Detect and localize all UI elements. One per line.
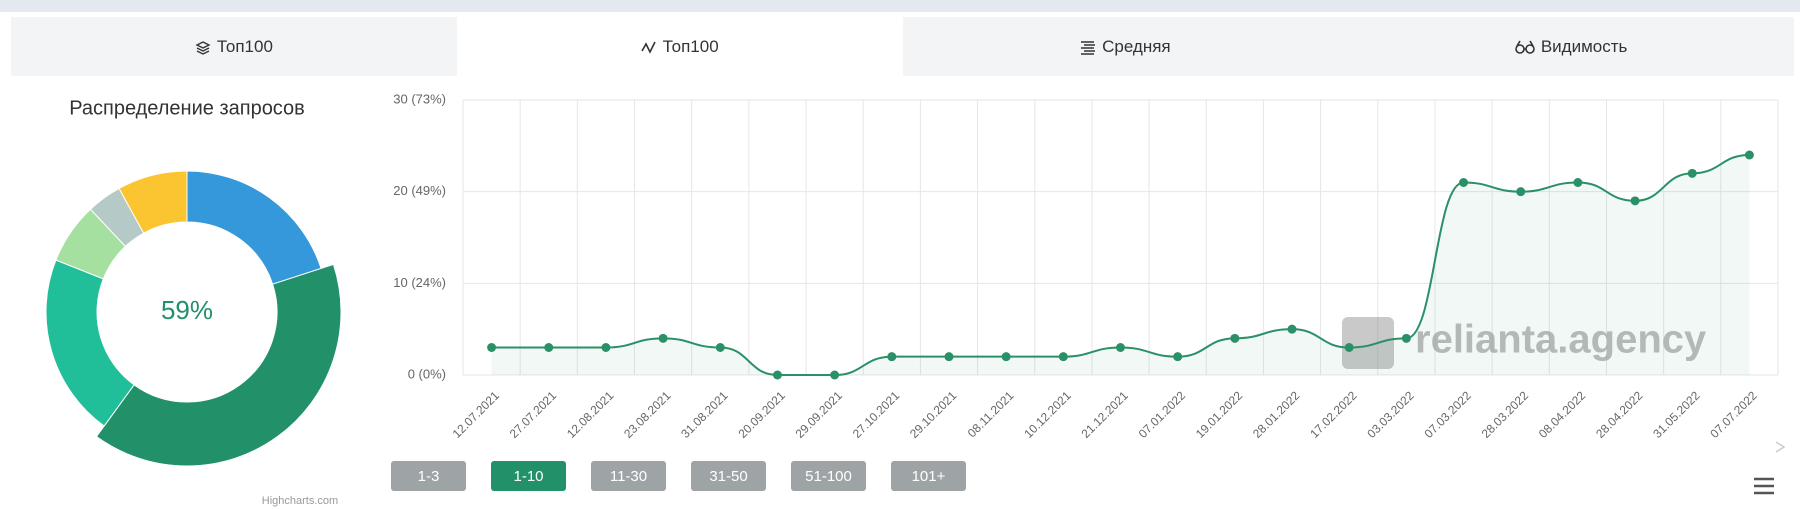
- x-tick-label: 17.02.2022: [1307, 388, 1360, 441]
- point: [1001, 352, 1011, 362]
- point: [1630, 196, 1640, 206]
- x-tick-label: 08.11.2021: [965, 388, 1017, 440]
- tab-label: Топ100: [662, 36, 719, 56]
- point: [1573, 178, 1583, 187]
- center-label: 59%: [161, 295, 213, 325]
- point: [1459, 178, 1469, 187]
- x-tick-label: 23.08.2021: [621, 388, 674, 441]
- x-tick-label: 27.10.2021: [850, 388, 903, 441]
- x-tick-label: 12.07.2021: [450, 388, 503, 441]
- x-tick-label: 29.09.2021: [793, 388, 846, 441]
- point: [601, 343, 611, 352]
- tab-icon: [640, 41, 656, 54]
- x-tick-label: 07.03.2022: [1422, 388, 1475, 441]
- y-tick-label: 20 (49%): [393, 183, 446, 198]
- point: [1058, 352, 1068, 362]
- range-button[interactable]: 101+: [891, 461, 966, 491]
- x-tick-label: 28.03.2022: [1479, 388, 1532, 441]
- point: [1116, 343, 1125, 352]
- x-tick-label: 19.01.2022: [1193, 388, 1246, 441]
- pie-slice: [45, 259, 135, 427]
- range-button[interactable]: 1-3: [391, 461, 466, 491]
- point: [772, 370, 782, 380]
- point: [715, 343, 725, 352]
- x-tick-label: 31.05.2022: [1650, 388, 1703, 441]
- x-tick-label: 07.01.2022: [1136, 388, 1189, 441]
- pie-slice: [95, 263, 342, 467]
- x-tick-label: 03.03.2022: [1364, 388, 1417, 441]
- tab-label: Видимость: [1540, 36, 1628, 56]
- tab[interactable]: Средняя: [903, 17, 1349, 76]
- x-tick-label: 10.12.2021: [1021, 388, 1074, 441]
- point: [1230, 333, 1240, 343]
- point: [544, 343, 554, 352]
- tab[interactable]: Видимость: [1348, 17, 1794, 76]
- x-tick-label: 08.04.2022: [1536, 388, 1589, 441]
- tab-icon: [1081, 40, 1096, 55]
- tab-icon: [1515, 40, 1535, 54]
- x-tick-label: 12.08.2021: [564, 388, 617, 441]
- scroll-arrow: [1775, 441, 1786, 453]
- point: [944, 352, 954, 362]
- watermark: relianta.agency: [1415, 318, 1707, 362]
- credit: Highcharts.com: [262, 495, 338, 507]
- range-button[interactable]: 11-30: [591, 461, 666, 491]
- point: [1687, 168, 1697, 178]
- tab[interactable]: Топ100: [11, 17, 457, 76]
- tab-label: Топ100: [216, 36, 273, 56]
- tab[interactable]: Топ100: [456, 17, 903, 76]
- range-buttons: 1-3 1-10 11-30 31-50 51-100 101+: [391, 461, 966, 491]
- chart-title: Распределение запросов: [69, 97, 305, 119]
- x-tick-label: 07.07.2022: [1707, 388, 1760, 441]
- range-button[interactable]: 51-100: [791, 461, 866, 491]
- point: [658, 333, 668, 343]
- pie-slice: [118, 170, 188, 234]
- tab-label: Средняя: [1102, 36, 1171, 56]
- x-tick-label: 28.01.2022: [1250, 388, 1303, 441]
- point: [887, 352, 897, 362]
- point: [1744, 150, 1754, 160]
- x-tick-label: 28.04.2022: [1593, 388, 1646, 441]
- point: [1401, 333, 1411, 343]
- range-button[interactable]: 31-50: [691, 461, 766, 491]
- y-tick-label: 30 (73%): [393, 91, 446, 106]
- point: [830, 370, 840, 380]
- point: [1173, 352, 1183, 362]
- tab-bar: Топ100 Топ100 Средняя Видимость: [11, 17, 1794, 76]
- x-tick-label: 20.09.2021: [735, 388, 788, 441]
- point: [1287, 324, 1297, 334]
- x-tick-label: 27.07.2021: [507, 388, 560, 441]
- pie-slice: [186, 170, 322, 285]
- top-bar: [0, 0, 1800, 12]
- menu-button[interactable]: [1752, 476, 1776, 496]
- x-tick-label: 31.08.2021: [678, 388, 731, 441]
- range-button[interactable]: 1-10: [491, 461, 566, 491]
- point: [1516, 187, 1526, 197]
- y-tick-label: 10 (24%): [393, 275, 446, 290]
- y-tick-label: 0 (0%): [408, 366, 446, 381]
- area: [491, 155, 1750, 375]
- point: [1344, 343, 1354, 352]
- x-tick-label: 29.10.2021: [907, 388, 960, 441]
- watermark-logo: [1342, 317, 1394, 369]
- x-tick-label: 21.12.2021: [1078, 388, 1131, 441]
- point: [487, 343, 497, 352]
- tab-icon: [195, 40, 211, 55]
